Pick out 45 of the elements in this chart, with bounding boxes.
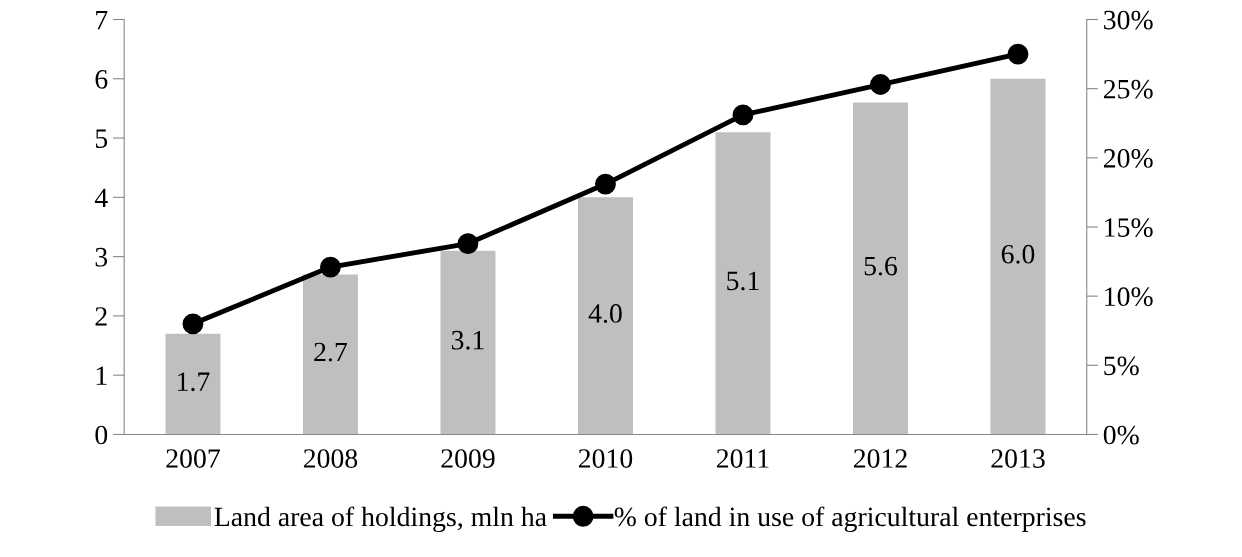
data-label: 1.7: [178, 372, 210, 392]
y2-tick-label: 0%: [1103, 425, 1139, 445]
y2-tick-label: 30%: [1104, 10, 1153, 30]
bar: [577, 197, 633, 435]
legend-label: Land area of holdings, mln ha: [214, 506, 547, 532]
data-label: 5.1: [727, 271, 759, 291]
y-tick-label: 4: [94, 188, 108, 207]
bar: [440, 250, 496, 435]
bar: [990, 78, 1046, 435]
y2-tick-label: 20%: [1103, 148, 1153, 168]
point: [457, 233, 479, 254]
point: [320, 256, 341, 278]
x-tick-label: 2012: [853, 449, 907, 468]
y-tick-label: 1: [96, 366, 107, 385]
point: [182, 313, 204, 335]
data-label: 4.0: [588, 304, 622, 323]
x-tick-label: 2009: [441, 449, 495, 468]
y2-tick-label: 15%: [1105, 218, 1153, 237]
data-label: 3.1: [451, 330, 484, 350]
bar: [852, 102, 908, 435]
bar: [165, 333, 221, 435]
y-tick-label: 2: [95, 307, 107, 326]
y-tick-label: 0: [95, 425, 108, 445]
y2-tick-label: 25%: [1103, 79, 1153, 99]
y-tick-label: 6: [95, 70, 108, 89]
data-label: 6.0: [1001, 244, 1035, 264]
point: [1007, 43, 1029, 65]
y-tick-label: 3: [95, 247, 108, 267]
bar: [715, 132, 771, 435]
x-tick-label: 2010: [578, 449, 633, 468]
legend-label: % of land in use of agricultural enterprises: [614, 506, 1086, 532]
x-tick-label: 2013: [991, 449, 1045, 468]
point: [870, 74, 891, 95]
data-label: 5.6: [864, 256, 898, 276]
y2-tick-label: 10%: [1105, 287, 1153, 307]
y2-tick-label: 5%: [1104, 356, 1139, 376]
point: [732, 104, 754, 126]
data-label: 2.7: [314, 342, 348, 362]
point: [595, 173, 616, 195]
x-tick-label: 2011: [716, 449, 769, 468]
y-tick-label: 7: [96, 10, 108, 30]
y-tick-label: 5: [95, 129, 108, 148]
x-tick-label: 2007: [166, 449, 220, 468]
bar: [302, 274, 358, 435]
x-tick-label: 2008: [303, 449, 358, 468]
